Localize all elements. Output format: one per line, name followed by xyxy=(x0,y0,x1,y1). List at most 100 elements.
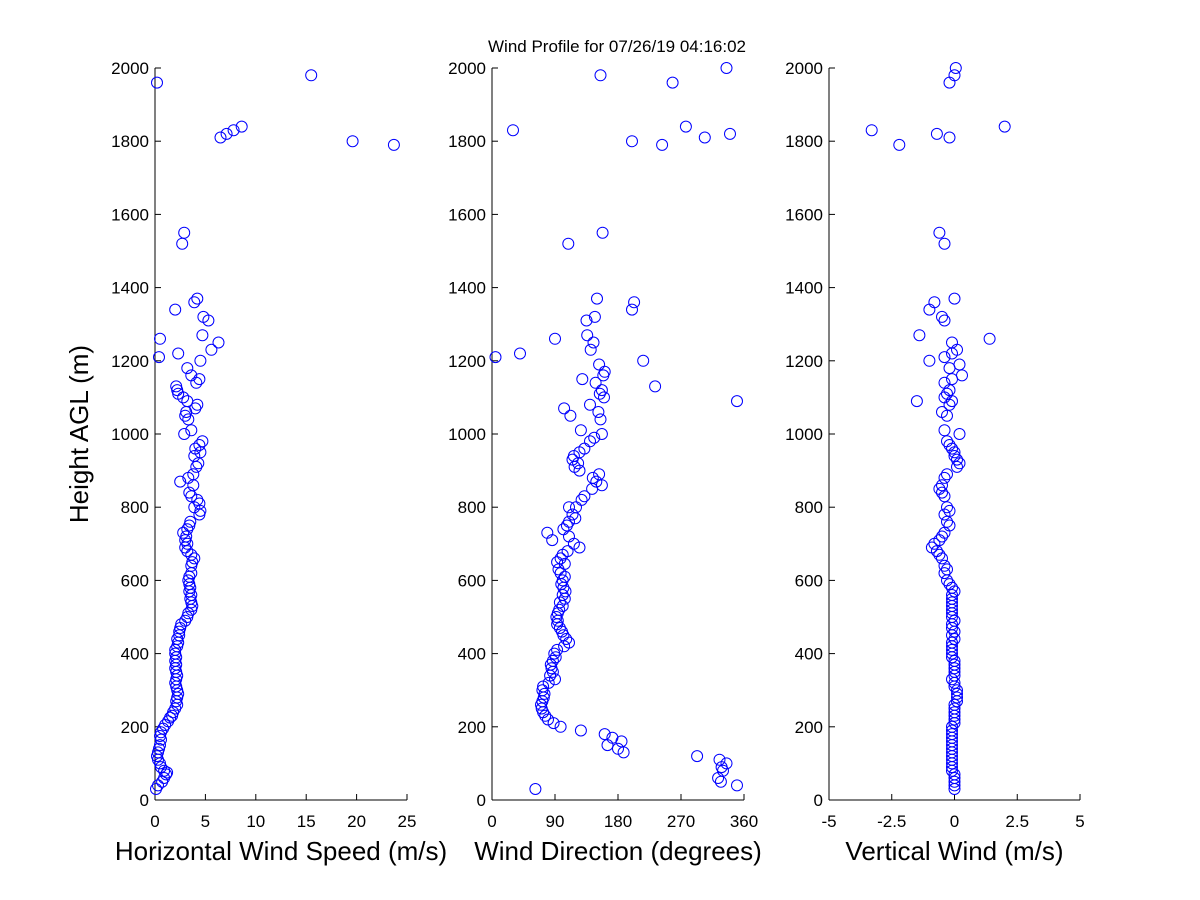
data-point xyxy=(586,482,599,495)
y-tick-label: 1400 xyxy=(785,279,823,298)
data-point xyxy=(191,493,204,506)
data-point xyxy=(564,409,577,422)
data-point xyxy=(572,457,585,470)
y-tick-label: 800 xyxy=(121,498,149,517)
data-point xyxy=(549,673,561,686)
data-point xyxy=(220,127,233,140)
x-tick-label: 20 xyxy=(347,812,366,831)
x-tick-label: 25 xyxy=(398,812,417,831)
data-point xyxy=(938,471,951,484)
data-point xyxy=(593,358,606,371)
data-point xyxy=(151,750,163,763)
data-point xyxy=(938,490,951,503)
data-point xyxy=(865,124,878,137)
x-axis-label: Horizontal Wind Speed (m/s) xyxy=(115,836,447,866)
data-point xyxy=(933,226,946,239)
x-tick-label: 5 xyxy=(1075,812,1084,831)
data-point xyxy=(948,717,961,730)
x-tick-label: 2.5 xyxy=(1005,812,1029,831)
data-point xyxy=(941,409,953,422)
y-tick-label: 200 xyxy=(795,718,823,737)
data-point xyxy=(913,329,926,342)
data-point xyxy=(628,296,641,309)
data-point xyxy=(948,614,961,627)
data-point xyxy=(172,347,185,360)
data-point xyxy=(946,647,958,660)
data-point xyxy=(597,369,610,382)
data-point xyxy=(156,775,169,788)
data-point xyxy=(202,314,215,327)
x-tick-label: -2.5 xyxy=(877,812,906,831)
data-point xyxy=(186,556,199,569)
data-point xyxy=(936,486,948,499)
data-point xyxy=(953,457,966,470)
data-point xyxy=(948,713,961,726)
data-point xyxy=(185,490,198,503)
data-point xyxy=(580,314,593,327)
data-point xyxy=(953,428,966,440)
data-point xyxy=(181,545,194,558)
data-point xyxy=(938,559,951,572)
y-tick-label: 800 xyxy=(795,498,823,517)
data-point xyxy=(946,442,958,455)
panel-1: 0 200 400 600 800 1000 1200 1400 1600 1800 2000 0 5 1… xyxy=(111,59,447,866)
data-point xyxy=(923,354,936,367)
data-point xyxy=(941,387,953,400)
data-point xyxy=(596,226,609,239)
data-point xyxy=(182,574,195,587)
data-point xyxy=(930,127,943,140)
y-tick-label: 2000 xyxy=(448,59,486,78)
data-point xyxy=(943,398,956,411)
y-axis-label: Height AGL (m) xyxy=(64,345,94,523)
panel-3: 0 200 400 600 800 1000 1200 1400 1600 1800 2000 -5 -… xyxy=(785,59,1085,866)
data-point xyxy=(169,662,182,675)
x-tick-label: 0 xyxy=(150,812,159,831)
data-point xyxy=(305,69,318,82)
x-tick-label: 90 xyxy=(546,812,565,831)
y-tick-label: 1800 xyxy=(785,132,823,151)
data-point xyxy=(559,585,572,598)
data-point xyxy=(180,530,193,543)
y-tick-label: 600 xyxy=(458,571,486,590)
x-tick-label: 10 xyxy=(246,812,265,831)
data-point xyxy=(720,62,733,74)
data-point xyxy=(679,120,692,133)
data-point xyxy=(928,296,941,309)
data-point xyxy=(178,226,191,239)
data-point xyxy=(539,709,552,722)
data-point xyxy=(174,475,187,488)
data-point xyxy=(941,435,953,448)
data-point xyxy=(951,691,963,704)
data-point xyxy=(573,464,586,477)
data-point xyxy=(943,439,956,451)
data-point xyxy=(941,515,953,528)
data-point xyxy=(933,482,946,495)
data-point xyxy=(179,409,192,422)
y-tick-label: 600 xyxy=(121,571,149,590)
data-point xyxy=(594,69,607,82)
data-point xyxy=(171,384,184,397)
x-axis-label: Wind Direction (degrees) xyxy=(474,836,762,866)
data-point xyxy=(179,541,192,554)
data-point xyxy=(574,424,587,437)
data-point xyxy=(180,406,193,418)
data-point xyxy=(563,501,575,514)
data-point xyxy=(714,775,727,788)
data-point xyxy=(731,395,743,408)
data-point xyxy=(235,120,248,133)
y-tick-label: 1400 xyxy=(111,279,149,298)
data-point xyxy=(171,669,184,682)
data-point xyxy=(184,592,197,605)
data-point xyxy=(938,351,951,364)
data-point xyxy=(578,490,591,503)
data-point xyxy=(563,636,575,649)
data-point xyxy=(569,512,582,525)
data-point xyxy=(153,351,165,364)
data-point xyxy=(546,665,559,678)
data-point xyxy=(948,676,961,689)
data-point xyxy=(544,669,557,682)
data-point xyxy=(594,413,607,426)
data-point xyxy=(535,698,547,711)
data-point xyxy=(193,508,206,521)
